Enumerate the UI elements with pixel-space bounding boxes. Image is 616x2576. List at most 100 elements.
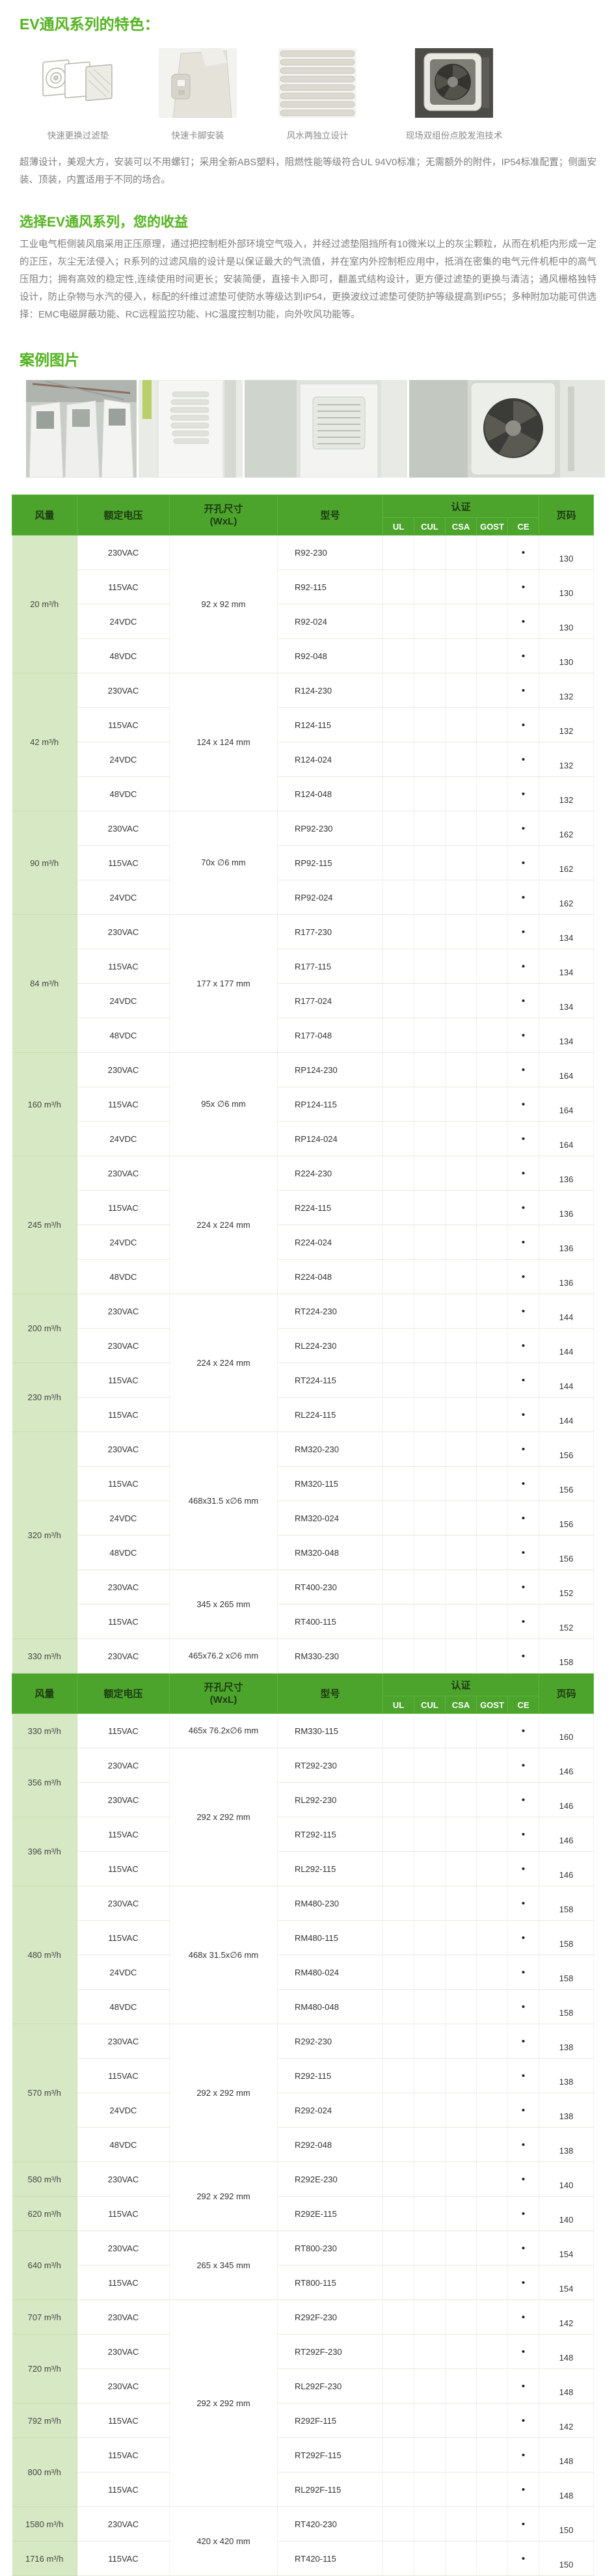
table-row: 115VAC R292-115 • 138 (12, 2058, 594, 2093)
catalog-table: 风量 额定电压 开孔尺寸 (WxL) 型号 认证 页码 UL CUL CSA GOST CE 20 m… (12, 495, 594, 2576)
cert-sub-header: UL (382, 1696, 414, 1714)
cert-cell (476, 742, 508, 777)
cert-cell (445, 2368, 477, 2404)
cert-cell: • (507, 1294, 539, 1329)
model-cell: RP124-230 (277, 1052, 383, 1087)
model-cell: RL224-115 (277, 1397, 383, 1432)
cert-cell (476, 1989, 508, 2024)
cert-cell (382, 742, 414, 777)
cert-sub-header: CUL (414, 1696, 446, 1714)
cert-cell: • (507, 811, 539, 846)
page-cell: 138 (539, 2024, 594, 2059)
page-cell: 156 (539, 1535, 594, 1570)
cert-cell (445, 2506, 477, 2542)
cert-cell (445, 2299, 477, 2335)
flow-cell: 396 m³/h (12, 1817, 77, 1886)
cert-cell (476, 983, 508, 1018)
cert-cell (382, 1431, 414, 1467)
cert-cell (382, 2265, 414, 2300)
table-row: 115VAC RT400-115 • 152 (12, 1604, 594, 1639)
cert-cell: • (507, 604, 539, 639)
table-row: 230VAC RL224-230 • 144 (12, 1328, 594, 1363)
cert-cell (476, 1328, 508, 1363)
cert-cell (445, 2093, 477, 2128)
cert-cell (382, 1782, 414, 1817)
model-cell: RP124-024 (277, 1121, 383, 1156)
cert-cell: • (507, 1569, 539, 1605)
model-cell: RT292-230 (277, 1748, 383, 1783)
model-cell: R292-024 (277, 2093, 383, 2128)
voltage-cell: 24VDC (77, 2093, 170, 2128)
cert-sub-header: GOST (476, 517, 508, 536)
cert-cell: • (507, 2093, 539, 2128)
cert-cell (414, 1886, 446, 1921)
page-cell: 130 (539, 535, 594, 570)
table-row: 580 m³/h 230VAC 292 x 292 mm R292E-230 • 140 (12, 2162, 594, 2231)
voltage-cell: 230VAC (77, 1748, 170, 1783)
cert-cell (445, 1713, 477, 1748)
cert-cell (382, 1989, 414, 2024)
model-cell: R124-115 (277, 707, 383, 742)
cert-cell (414, 2058, 446, 2093)
flow-cell: 1716 m³/h (12, 2541, 77, 2576)
cert-cell (414, 1190, 446, 1225)
size-cell: 124 x 124 mm (169, 673, 278, 811)
voltage-cell: 115VAC (77, 1190, 170, 1225)
voltage-cell: 115VAC (77, 1713, 170, 1748)
cert-cell (414, 1156, 446, 1191)
cert-cell (476, 1466, 508, 1501)
table-row: 48VDC RM480-048 • 158 (12, 1989, 594, 2024)
cert-cell: • (507, 1363, 539, 1398)
voltage-cell: 115VAC (77, 569, 170, 604)
voltage-header: 额定电压 (77, 495, 170, 536)
voltage-cell: 115VAC (77, 2058, 170, 2093)
cert-cell (445, 1328, 477, 1363)
cert-cell (382, 2196, 414, 2231)
flow-cell: 356 m³/h (12, 1748, 77, 1817)
size-cell: 292 x 292 mm (169, 2162, 278, 2231)
cert-cell: • (507, 1431, 539, 1467)
cert-cell (476, 1500, 508, 1536)
page-cell: 148 (539, 2368, 594, 2404)
cert-cell (414, 1363, 446, 1398)
cert-cell (382, 949, 414, 984)
flow-cell: 42 m³/h (12, 673, 77, 811)
page-cell: 146 (539, 1748, 594, 1783)
cert-cell (476, 1748, 508, 1783)
voltage-cell: 115VAC (77, 2437, 170, 2473)
page-cell: 158 (539, 1920, 594, 1955)
cert-cell (476, 1190, 508, 1225)
cert-cell (445, 983, 477, 1018)
cert-cell (382, 2058, 414, 2093)
model-cell: RM320-230 (277, 1431, 383, 1467)
cert-cell (476, 949, 508, 984)
cert-cell (445, 707, 477, 742)
cert-cell (414, 2403, 446, 2438)
cert-cell (414, 1431, 446, 1467)
model-cell: R224-024 (277, 1225, 383, 1260)
model-cell: R92-230 (277, 535, 383, 570)
voltage-cell: 230VAC (77, 535, 170, 570)
model-cell: RM480-115 (277, 1920, 383, 1955)
voltage-header: 额定电压 (77, 1673, 170, 1714)
page-cell: 132 (539, 707, 594, 742)
flow-cell: 90 m³/h (12, 811, 77, 915)
cert-cell (445, 1782, 477, 1817)
cert-cell: • (507, 1087, 539, 1122)
model-cell: RT292F-230 (277, 2334, 383, 2369)
cert-cell (414, 2024, 446, 2059)
model-cell: RL224-230 (277, 1328, 383, 1363)
flow-header: 风量 (12, 495, 77, 536)
cert-cell: • (507, 776, 539, 811)
cert-cell (414, 1851, 446, 1886)
cert-cell (382, 1713, 414, 1748)
cert-cell (445, 604, 477, 639)
cert-cell (382, 604, 414, 639)
model-cell: R124-230 (277, 673, 383, 708)
cert-cell: • (507, 1500, 539, 1536)
table-row: 230 m³/h 115VAC RT224-115 • 144 (12, 1363, 594, 1432)
table-row: 330 m³/h 230VAC 465x76.2 x∅6 mm RM330-230 • 1… (12, 1638, 594, 1674)
cert-sub-header: GOST (476, 1696, 508, 1714)
cert-cell (382, 983, 414, 1018)
model-cell: RM480-230 (277, 1886, 383, 1921)
